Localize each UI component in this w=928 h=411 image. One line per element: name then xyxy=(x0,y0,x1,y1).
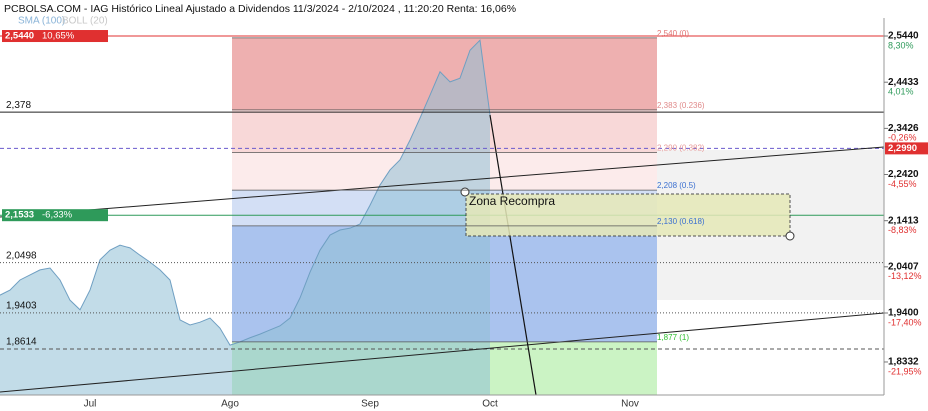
zone-box xyxy=(465,193,791,237)
y2-tick-label: -13,12% xyxy=(888,271,922,281)
x-tick-label: Ago xyxy=(221,399,239,410)
level-label: 2,1533 xyxy=(5,210,34,221)
fib-label: 1,877 (1) xyxy=(657,333,689,342)
fib-label: 2,208 (0.5) xyxy=(657,181,696,190)
y-tick-label: 2,2420 xyxy=(888,169,919,180)
handle xyxy=(785,231,795,241)
y2-tick-label: 8,30% xyxy=(888,40,914,50)
fib-label: 2,290 (0.382) xyxy=(657,144,705,153)
foreground-layer: Zona Recompra 2,540 (0) 2,383 (0.236) 2,29… xyxy=(0,18,928,410)
trend-line xyxy=(0,312,885,393)
level-label: 2,5440 xyxy=(5,31,34,42)
y-tick-label: 2,5440 xyxy=(888,31,919,42)
y2-tick-label: -21,95% xyxy=(888,366,922,376)
fib-label: 2,383 (0.236) xyxy=(657,101,705,110)
y-tick-label: 2,1413 xyxy=(888,215,919,226)
level-label: 1,9403 xyxy=(6,301,37,312)
y-tick-label: 1,8332 xyxy=(888,357,919,368)
y-tick-label: 1,9400 xyxy=(888,308,919,319)
fib-label: 2,130 (0.618) xyxy=(657,217,705,226)
trend-line xyxy=(0,146,885,218)
indicator: SMA (100) xyxy=(18,16,65,27)
level-change: 10,65% xyxy=(42,31,75,42)
y2-tick-label: -0,26% xyxy=(888,133,917,143)
y2-tick-label: -17,40% xyxy=(888,317,922,327)
level-label: 1,8614 xyxy=(6,337,37,348)
x-tick-label: Nov xyxy=(621,399,639,410)
level-box xyxy=(885,142,928,155)
zone-label: Zona Recompra xyxy=(469,194,555,208)
level-change: -6,33% xyxy=(42,210,73,221)
header-title: PCBOLSA.COM - IAG Histórico Lineal Ajust… xyxy=(4,3,516,15)
handle xyxy=(460,187,470,197)
level-box xyxy=(2,30,108,43)
y2-tick-label: -4,55% xyxy=(888,179,917,189)
y2-tick-label: -8,83% xyxy=(888,225,917,235)
price-line xyxy=(0,39,491,346)
level-label: 2,378 xyxy=(6,100,31,111)
trend-line xyxy=(489,114,537,396)
y2-tick-label: 4,01% xyxy=(888,87,914,97)
level-box xyxy=(2,209,108,222)
x-tick-label: Oct xyxy=(482,399,498,410)
y-tick-label: 2,4433 xyxy=(888,77,919,88)
level-label: 2,0498 xyxy=(6,250,37,261)
x-tick-label: Jul xyxy=(84,399,97,410)
fib-label: 2,540 (0) xyxy=(657,29,689,38)
indicator: BOLL (20) xyxy=(62,16,108,27)
price-area xyxy=(0,40,490,395)
x-tick-label: Sep xyxy=(361,399,379,410)
y-tick-label: 2,0407 xyxy=(888,261,919,272)
y-tick-label: 2,3426 xyxy=(888,123,919,134)
level-label: 2,2990 xyxy=(888,143,917,154)
